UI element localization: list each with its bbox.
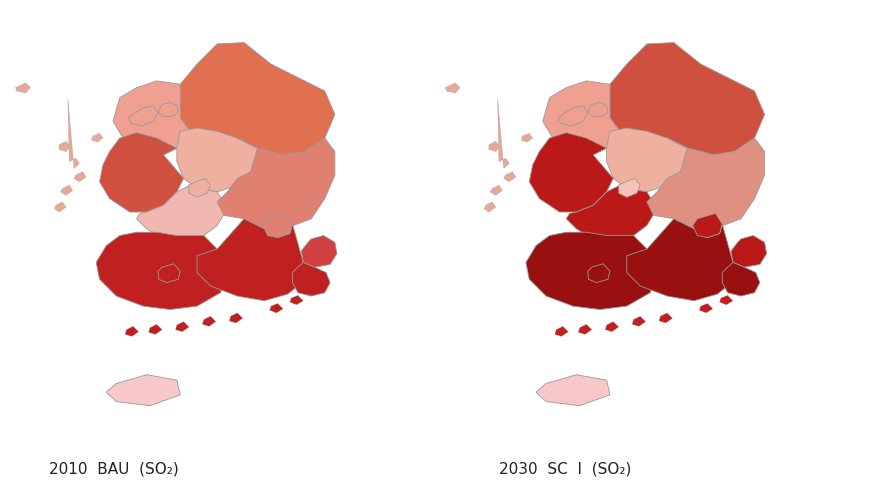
Text: 2030  SC  Ⅰ  (SO₂): 2030 SC Ⅰ (SO₂) <box>500 461 631 476</box>
Text: 2010  BAU  (SO₂): 2010 BAU (SO₂) <box>49 461 179 476</box>
Polygon shape <box>16 84 31 94</box>
Polygon shape <box>74 172 86 183</box>
Polygon shape <box>731 236 766 267</box>
Polygon shape <box>543 82 620 159</box>
Polygon shape <box>289 296 303 305</box>
Polygon shape <box>60 142 71 152</box>
Polygon shape <box>503 172 516 183</box>
Polygon shape <box>91 134 103 143</box>
Polygon shape <box>159 103 178 117</box>
Polygon shape <box>301 236 337 267</box>
Polygon shape <box>555 326 568 337</box>
Polygon shape <box>526 233 657 310</box>
Polygon shape <box>177 129 258 192</box>
Polygon shape <box>497 100 510 169</box>
Polygon shape <box>158 264 181 283</box>
Polygon shape <box>68 100 80 169</box>
Polygon shape <box>175 322 189 332</box>
Polygon shape <box>217 139 335 229</box>
Polygon shape <box>647 139 765 229</box>
Polygon shape <box>229 313 243 323</box>
Polygon shape <box>137 186 227 240</box>
Polygon shape <box>125 326 139 337</box>
Polygon shape <box>490 186 503 196</box>
Polygon shape <box>693 214 723 238</box>
Polygon shape <box>659 313 673 323</box>
Polygon shape <box>96 233 227 310</box>
Polygon shape <box>128 106 158 127</box>
Polygon shape <box>536 375 610 406</box>
Polygon shape <box>588 264 610 283</box>
Polygon shape <box>54 203 66 213</box>
Polygon shape <box>618 179 640 198</box>
Polygon shape <box>488 142 501 152</box>
Polygon shape <box>293 263 330 296</box>
Polygon shape <box>148 325 162 335</box>
Polygon shape <box>61 186 73 196</box>
Polygon shape <box>610 43 765 156</box>
Polygon shape <box>578 325 592 335</box>
Polygon shape <box>632 317 645 326</box>
Polygon shape <box>588 103 608 117</box>
Polygon shape <box>558 106 588 127</box>
Polygon shape <box>113 82 190 159</box>
Polygon shape <box>501 135 506 141</box>
Polygon shape <box>719 296 733 305</box>
Polygon shape <box>607 129 688 192</box>
Polygon shape <box>197 219 315 301</box>
Polygon shape <box>263 214 293 238</box>
Polygon shape <box>627 219 745 301</box>
Polygon shape <box>189 179 210 198</box>
Polygon shape <box>446 84 460 94</box>
Polygon shape <box>521 134 532 143</box>
Polygon shape <box>99 133 183 213</box>
Polygon shape <box>181 43 335 156</box>
Polygon shape <box>567 186 657 240</box>
Polygon shape <box>723 263 759 296</box>
Polygon shape <box>699 304 713 313</box>
Polygon shape <box>203 317 216 326</box>
Polygon shape <box>605 322 618 332</box>
Polygon shape <box>269 304 283 313</box>
Polygon shape <box>484 203 496 213</box>
Polygon shape <box>106 375 181 406</box>
Polygon shape <box>529 133 613 213</box>
